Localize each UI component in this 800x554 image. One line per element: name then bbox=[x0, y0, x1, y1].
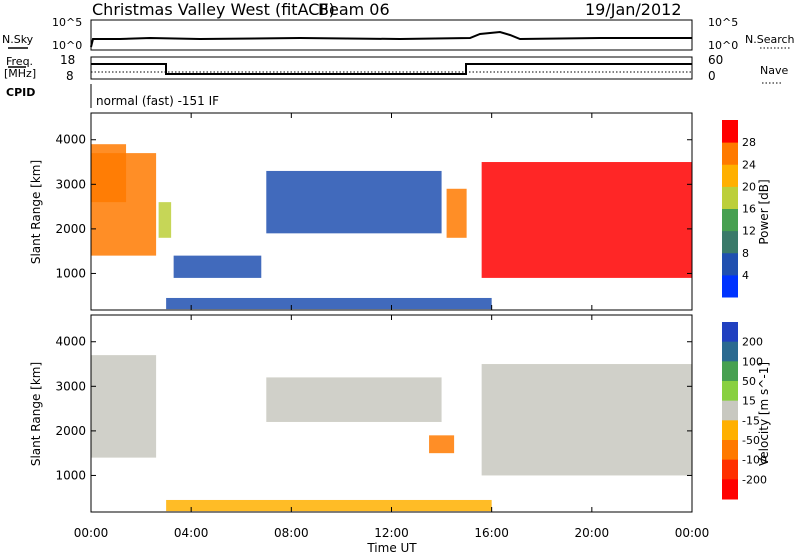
x-tick-label: 12:00 bbox=[374, 526, 409, 540]
velocity-ytick-label: 2000 bbox=[55, 424, 86, 438]
power-echo-region bbox=[446, 188, 467, 238]
power-echo-region bbox=[166, 297, 492, 310]
power-colorbar-swatch bbox=[722, 274, 738, 298]
velocity-echo-region bbox=[429, 435, 455, 454]
velocity-colorbar-swatch bbox=[722, 459, 738, 480]
power-colorbar-swatch bbox=[722, 230, 738, 254]
velocity-echo-region bbox=[266, 377, 442, 422]
velocity-colorbar-tick: -100 bbox=[742, 454, 767, 467]
nsearch-label: N.Search bbox=[745, 33, 795, 46]
freq-label-line2: [MHz] bbox=[4, 67, 36, 80]
velocity-colorbar-tick: 50 bbox=[742, 375, 756, 388]
nsky-trace bbox=[90, 30, 692, 48]
power-colorbar-swatch bbox=[722, 208, 738, 232]
nave-tick-low: 0 bbox=[708, 69, 716, 83]
nsky-tick-low: 10^0 bbox=[52, 39, 82, 52]
power-echo-region bbox=[481, 162, 692, 278]
velocity-ytick-label: 4000 bbox=[55, 335, 86, 349]
nave-label: Nave bbox=[760, 64, 788, 77]
velocity-colorbar-swatch bbox=[722, 341, 738, 362]
nave-tick-high: 60 bbox=[708, 53, 723, 67]
power-colorbar-label: Power [dB] bbox=[757, 179, 771, 244]
power-colorbar-tick: 28 bbox=[742, 136, 756, 149]
velocity-colorbar-swatch bbox=[722, 322, 738, 343]
power-ytick-label: 1000 bbox=[55, 266, 86, 280]
velocity-colorbar-swatch bbox=[722, 400, 738, 421]
velocity-colorbar-tick: 100 bbox=[742, 355, 763, 368]
cpid-mode-text: normal (fast) -151 IF bbox=[96, 94, 219, 108]
power-colorbar-tick: 24 bbox=[742, 158, 756, 171]
station-title: Christmas Valley West (fitACF) bbox=[92, 0, 335, 19]
power-panel: 1000 2000 3000 4000 Slant Range [km] 4 8 12 16… bbox=[29, 112, 771, 311]
power-colorbar-tick: 20 bbox=[742, 180, 756, 193]
velocity-ytick-label: 3000 bbox=[55, 379, 86, 393]
nsearch-tick-low: 10^0 bbox=[708, 39, 738, 52]
freq-tick-low: 8 bbox=[66, 69, 74, 83]
power-colorbar-swatch bbox=[722, 164, 738, 187]
freq-panel: Freq. [MHz] 18 8 Nave 60 0 CPID normal (… bbox=[4, 53, 788, 108]
velocity-colorbar-tick: 200 bbox=[742, 336, 763, 349]
freq-trace bbox=[91, 63, 692, 75]
cpid-label: CPID bbox=[6, 86, 35, 99]
nsky-label: N.Sky bbox=[2, 33, 34, 46]
power-colorbar-swatch bbox=[722, 120, 738, 143]
x-axis-title: Time UT bbox=[366, 541, 417, 554]
beam-label: Beam 06 bbox=[318, 0, 390, 19]
power-echo-region bbox=[158, 202, 172, 238]
power-colorbar-swatch bbox=[722, 142, 738, 165]
power-ytick-label: 2000 bbox=[55, 222, 86, 236]
power-colorbar-tick: 4 bbox=[742, 269, 749, 282]
x-tick-label: 00:00 bbox=[675, 526, 710, 540]
power-colorbar-swatch bbox=[722, 186, 738, 209]
power-colorbar-tick: 12 bbox=[742, 225, 756, 238]
velocity-colorbar-tick: 15 bbox=[742, 395, 756, 408]
x-tick-label: 00:00 bbox=[74, 526, 109, 540]
x-tick-label: 04:00 bbox=[174, 526, 209, 540]
velocity-colorbar-swatch bbox=[722, 420, 738, 441]
power-echo-region bbox=[173, 255, 262, 278]
power-ytick-label: 3000 bbox=[55, 177, 86, 191]
velocity-echo-region bbox=[91, 355, 157, 458]
power-colorbar-tick: 8 bbox=[742, 247, 749, 260]
power-colorbar-tick: 16 bbox=[742, 203, 756, 216]
velocity-ylabel: Slant Range [km] bbox=[29, 362, 43, 466]
freq-label-line1: Freq. bbox=[6, 55, 33, 68]
nsky-tick-high: 10^5 bbox=[52, 16, 82, 29]
velocity-colorbar-swatch bbox=[722, 361, 738, 382]
date-label: 19/Jan/2012 bbox=[585, 0, 682, 19]
velocity-colorbar-swatch bbox=[722, 479, 738, 500]
power-ylabel: Slant Range [km] bbox=[29, 160, 43, 264]
velocity-panel: 1000 2000 3000 4000 Slant Range [km] 200 100… bbox=[29, 314, 771, 513]
velocity-colorbar-tick: -15 bbox=[742, 414, 760, 427]
power-colorbar-swatch bbox=[722, 252, 738, 276]
velocity-colorbar-swatch bbox=[722, 440, 738, 461]
x-tick-label: 20:00 bbox=[575, 526, 610, 540]
x-tick-label: 16:00 bbox=[474, 526, 509, 540]
nsearch-tick-high: 10^5 bbox=[708, 16, 738, 29]
power-ytick-label: 4000 bbox=[55, 133, 86, 147]
power-echo-region bbox=[91, 144, 127, 203]
freq-tick-high: 18 bbox=[60, 53, 75, 67]
velocity-echo-region bbox=[166, 499, 492, 512]
x-tick-label: 08:00 bbox=[274, 526, 309, 540]
velocity-colorbar-label: Velocity [m s^-1] bbox=[757, 362, 771, 466]
velocity-colorbar-tick: -200 bbox=[742, 473, 767, 486]
velocity-colorbar-tick: -50 bbox=[742, 434, 760, 447]
velocity-ytick-label: 1000 bbox=[55, 468, 86, 482]
velocity-colorbar-swatch bbox=[722, 381, 738, 402]
power-echo-region bbox=[266, 170, 442, 234]
velocity-echo-region bbox=[481, 364, 692, 476]
nsky-panel: N.Sky 10^5 10^0 N.Search 10^5 10^0 bbox=[2, 16, 795, 52]
